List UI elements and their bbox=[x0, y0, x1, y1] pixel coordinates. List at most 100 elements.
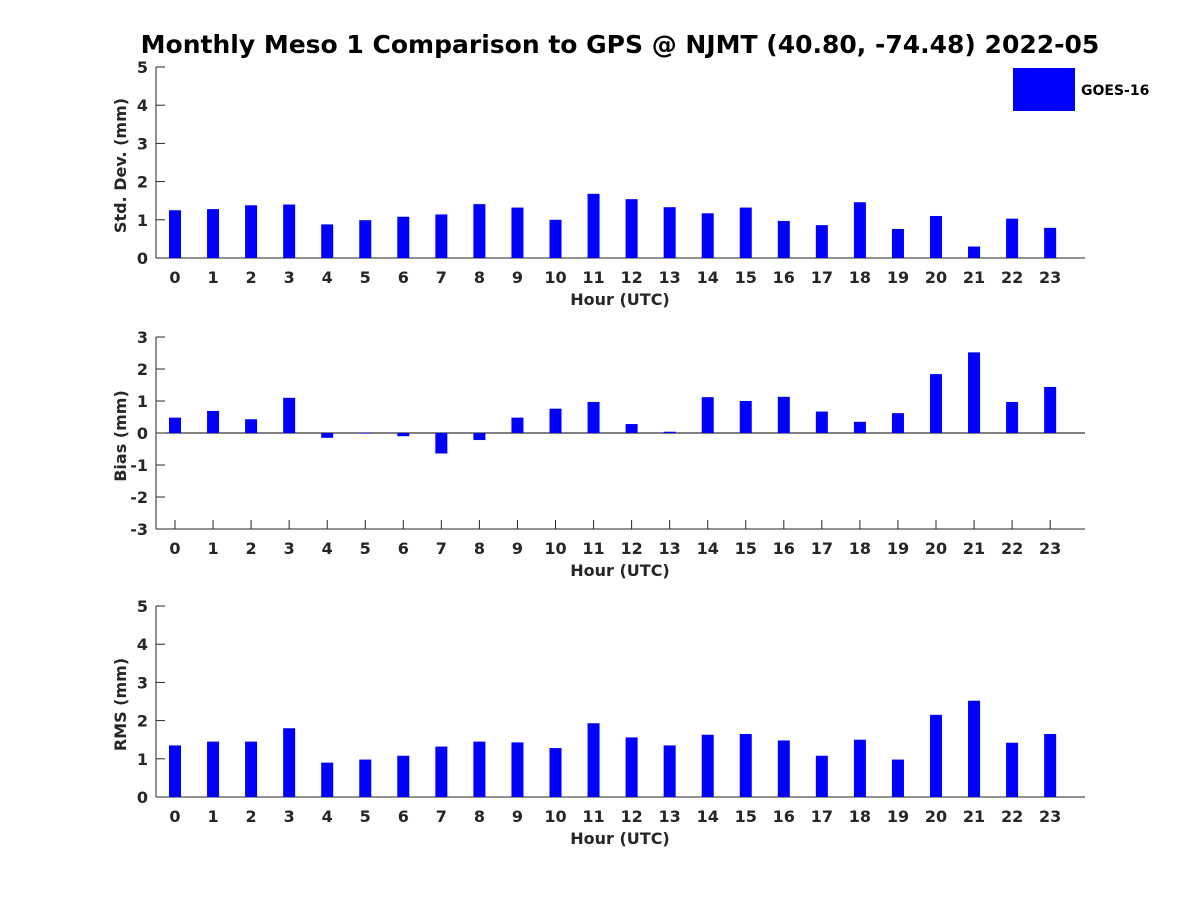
x-tick-label: 17 bbox=[811, 807, 833, 826]
bar bbox=[663, 745, 676, 797]
bar bbox=[283, 204, 296, 258]
bar bbox=[968, 700, 981, 797]
x-tick-label: 12 bbox=[620, 268, 642, 287]
bar bbox=[777, 396, 790, 433]
bar bbox=[1044, 386, 1057, 433]
y-tick-label: 5 bbox=[137, 597, 148, 616]
bar bbox=[701, 397, 714, 433]
bar bbox=[397, 216, 410, 258]
x-tick-label: 15 bbox=[735, 268, 757, 287]
bar bbox=[625, 737, 638, 797]
x-tick-label: 11 bbox=[582, 539, 604, 558]
bar bbox=[207, 410, 220, 433]
x-tick-label: 10 bbox=[544, 268, 566, 287]
bar bbox=[891, 228, 904, 258]
x-tick-label: 5 bbox=[360, 268, 371, 287]
bar bbox=[549, 219, 562, 258]
x-tick-label: 18 bbox=[849, 807, 871, 826]
x-tick-label: 23 bbox=[1039, 807, 1061, 826]
y-tick-label: 2 bbox=[137, 173, 148, 192]
bar bbox=[663, 431, 676, 433]
x-tick-label: 13 bbox=[659, 807, 681, 826]
y-tick-label: 1 bbox=[137, 750, 148, 769]
bar bbox=[1044, 733, 1057, 797]
bar bbox=[739, 207, 752, 258]
bar bbox=[245, 205, 258, 258]
x-tick-label: 14 bbox=[697, 268, 719, 287]
bar bbox=[891, 759, 904, 797]
x-tick-label: 5 bbox=[360, 807, 371, 826]
bar bbox=[169, 745, 181, 797]
x-tick-label: 17 bbox=[811, 539, 833, 558]
bar bbox=[663, 207, 676, 258]
bar bbox=[435, 214, 448, 258]
x-tick-label: 2 bbox=[246, 268, 257, 287]
y-tick-label: 1 bbox=[137, 392, 148, 411]
y-tick-label: 3 bbox=[137, 328, 148, 347]
y-tick-label: 0 bbox=[137, 424, 148, 443]
x-tick-label: 6 bbox=[398, 807, 409, 826]
bar bbox=[397, 433, 410, 437]
x-tick-label: 10 bbox=[544, 539, 566, 558]
bar bbox=[207, 741, 220, 797]
x-tick-label: 14 bbox=[697, 539, 719, 558]
x-tick-label: 4 bbox=[322, 268, 333, 287]
x-tick-label: 18 bbox=[849, 268, 871, 287]
x-tick-label: 0 bbox=[169, 268, 180, 287]
x-tick-label: 3 bbox=[284, 268, 295, 287]
legend-swatch bbox=[1013, 68, 1075, 111]
y-tick-label: 3 bbox=[137, 134, 148, 153]
x-tick-label: 11 bbox=[582, 268, 604, 287]
bar bbox=[397, 755, 410, 797]
y-tick-label: 2 bbox=[137, 360, 148, 379]
y-axis-label: RMS (mm) bbox=[111, 658, 130, 751]
x-tick-label: 15 bbox=[735, 807, 757, 826]
bar bbox=[968, 352, 981, 433]
x-tick-label: 4 bbox=[322, 807, 333, 826]
x-tick-label: 12 bbox=[620, 807, 642, 826]
bar bbox=[815, 225, 828, 258]
x-tick-label: 22 bbox=[1001, 539, 1023, 558]
bar bbox=[701, 213, 714, 258]
bar bbox=[777, 220, 790, 258]
legend-label: GOES-16 bbox=[1081, 83, 1149, 99]
bar bbox=[511, 417, 524, 433]
bar bbox=[587, 401, 600, 433]
x-tick-label: 18 bbox=[849, 539, 871, 558]
bar bbox=[283, 728, 296, 797]
x-tick-label: 8 bbox=[474, 807, 485, 826]
x-tick-label: 16 bbox=[773, 807, 795, 826]
x-tick-label: 8 bbox=[474, 539, 485, 558]
bar bbox=[359, 759, 372, 797]
x-tick-label: 2 bbox=[246, 539, 257, 558]
bar bbox=[359, 220, 372, 258]
y-tick-label: 4 bbox=[137, 635, 148, 654]
bar bbox=[625, 199, 638, 258]
bar bbox=[511, 207, 524, 258]
x-tick-label: 14 bbox=[697, 807, 719, 826]
bar bbox=[815, 755, 828, 797]
bar bbox=[473, 433, 486, 441]
bar bbox=[1006, 742, 1019, 797]
bar bbox=[549, 748, 562, 797]
x-tick-label: 17 bbox=[811, 268, 833, 287]
x-tick-label: 13 bbox=[659, 539, 681, 558]
y-tick-label: -1 bbox=[130, 456, 148, 475]
x-tick-label: 0 bbox=[169, 539, 180, 558]
bar bbox=[777, 740, 790, 797]
y-tick-label: -2 bbox=[130, 488, 148, 507]
bar bbox=[473, 204, 486, 258]
bar bbox=[739, 733, 752, 797]
x-tick-label: 1 bbox=[207, 539, 218, 558]
y-tick-label: -3 bbox=[130, 520, 148, 539]
x-tick-label: 20 bbox=[925, 807, 947, 826]
x-tick-label: 9 bbox=[512, 268, 523, 287]
x-tick-label: 7 bbox=[436, 268, 447, 287]
x-tick-label: 1 bbox=[207, 268, 218, 287]
x-tick-label: 22 bbox=[1001, 807, 1023, 826]
bar bbox=[245, 419, 258, 433]
bar bbox=[207, 209, 220, 258]
x-tick-label: 13 bbox=[659, 268, 681, 287]
